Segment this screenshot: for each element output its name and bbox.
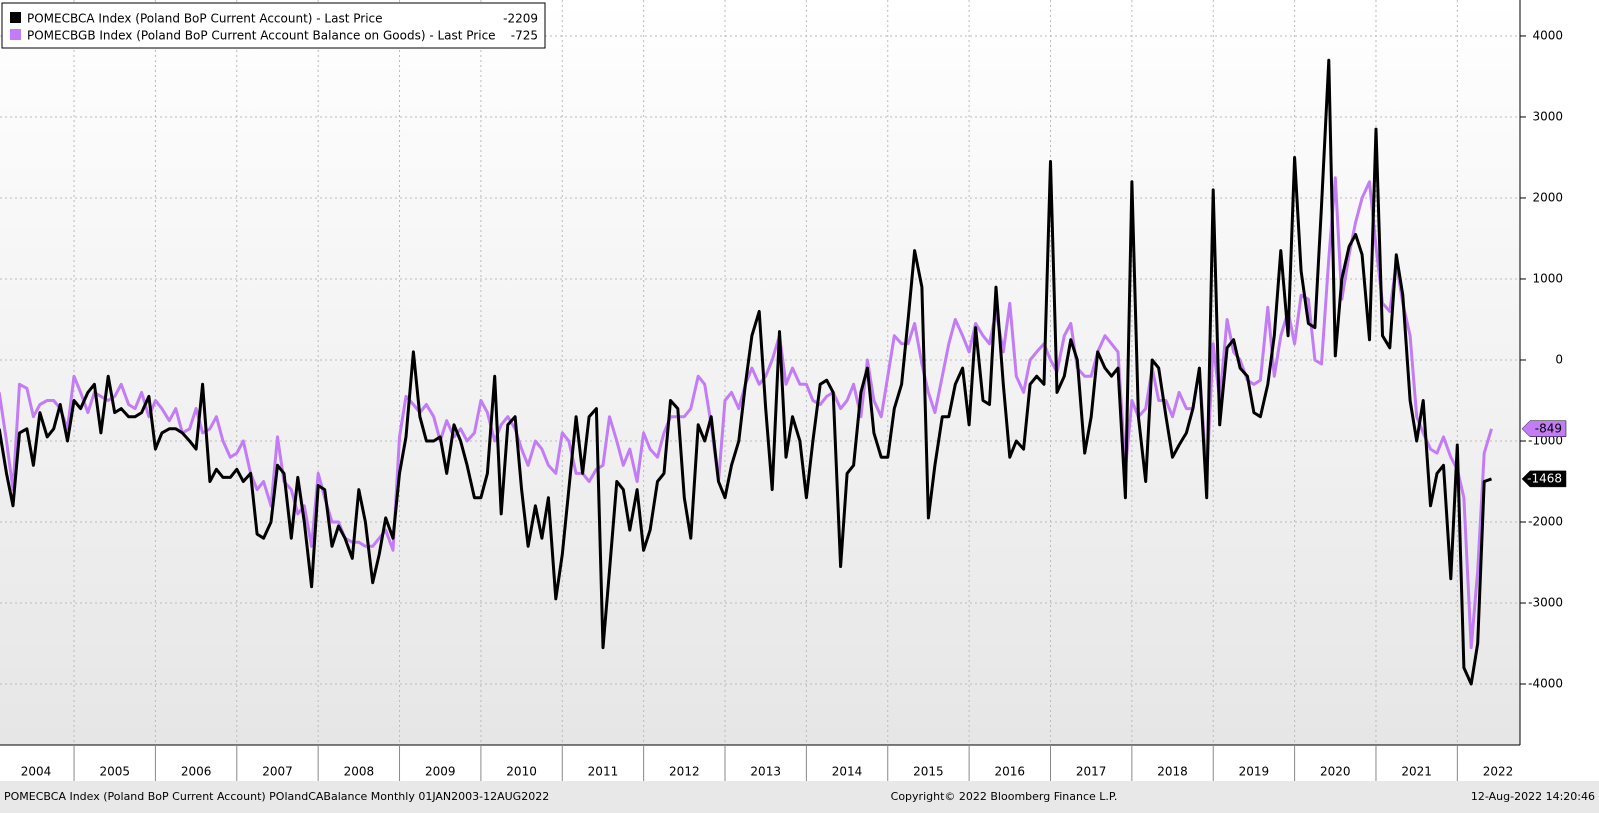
x-tick-label: 2020 (1320, 765, 1351, 779)
y-tick-label: 2000 (1532, 190, 1563, 204)
last-value-label: -1468 (1527, 471, 1562, 485)
legend-swatch (10, 29, 21, 40)
x-tick-label: 2006 (181, 765, 212, 779)
legend (1, 2, 546, 49)
x-axis-area (0, 745, 1599, 781)
x-tick-label: 2012 (669, 765, 700, 779)
x-tick-label: 2015 (913, 765, 944, 779)
y-axis-area (1520, 0, 1599, 745)
y-tick-label: -3000 (1528, 595, 1563, 609)
x-tick-label: 2008 (344, 765, 375, 779)
y-tick-label: 3000 (1532, 109, 1563, 123)
last-value-tag (1521, 470, 1567, 488)
last-value-tag (1521, 420, 1567, 438)
x-tick-label: 2017 (1076, 765, 1107, 779)
x-tick-label: 2009 (425, 765, 456, 779)
y-tick-label: 0 (1555, 352, 1563, 366)
last-value-label: -849 (1535, 421, 1562, 435)
footer-left: POMECBCA Index (Poland BoP Current Accou… (4, 790, 549, 803)
x-tick-label: 2018 (1157, 765, 1188, 779)
plot-area (0, 0, 1520, 745)
y-tick-label: -2000 (1528, 514, 1563, 528)
x-tick-label: 2013 (750, 765, 781, 779)
x-tick-label: 2007 (262, 765, 293, 779)
y-tick-label: 4000 (1532, 28, 1563, 42)
x-tick-label: 2016 (995, 765, 1026, 779)
legend-label: POMECBCA Index (Poland BoP Current Accou… (27, 12, 383, 26)
x-tick-label: 2011 (588, 765, 619, 779)
legend-value: -2209 (503, 12, 538, 26)
legend-swatch (10, 12, 21, 23)
footer-bar (0, 781, 1599, 813)
x-tick-label: 2010 (506, 765, 537, 779)
footer-center: Copyright© 2022 Bloomberg Finance L.P. (891, 790, 1118, 803)
footer-right: 12-Aug-2022 14:20:46 (1471, 790, 1595, 803)
x-tick-label: 2019 (1239, 765, 1270, 779)
x-tick-label: 2004 (21, 765, 52, 779)
x-tick-label: 2021 (1401, 765, 1432, 779)
x-tick-label: 2014 (832, 765, 863, 779)
legend-label: POMECBGB Index (Poland BoP Current Accou… (27, 29, 496, 43)
series-line (0, 58, 1493, 686)
x-tick-label: 2005 (99, 765, 130, 779)
x-tick-label: 2022 (1483, 765, 1514, 779)
legend-value: -725 (511, 29, 538, 43)
y-tick-label: -4000 (1528, 677, 1563, 691)
y-tick-label: 1000 (1532, 271, 1563, 285)
